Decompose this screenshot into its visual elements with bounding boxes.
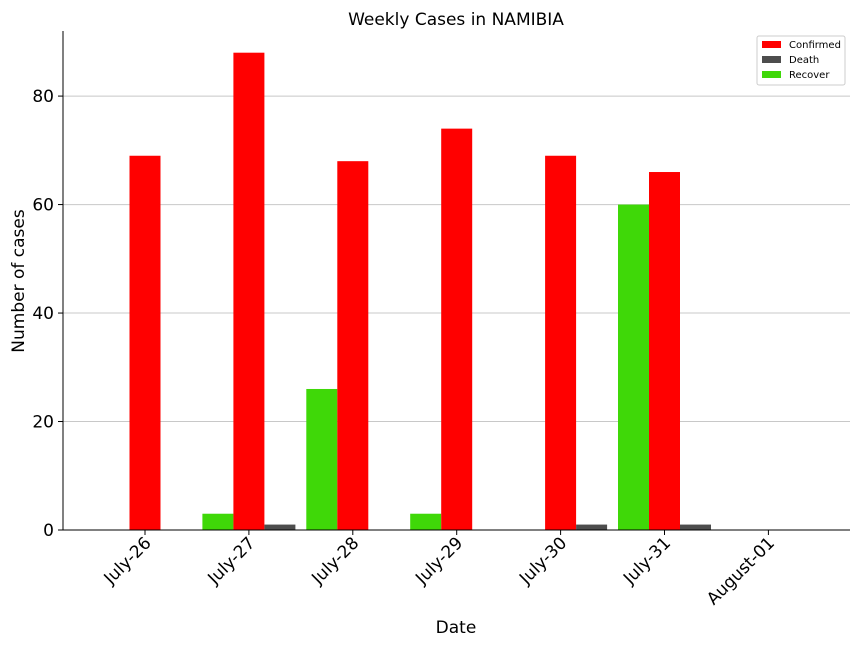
y-tick-label: 80 xyxy=(32,87,54,107)
bar-recover-july-29 xyxy=(410,513,442,530)
y-tick-label: 20 xyxy=(32,413,54,433)
bar-confirmed-july-27 xyxy=(233,52,265,531)
x-tick-label: July-28 xyxy=(307,533,363,589)
y-tick-label: 40 xyxy=(32,304,54,324)
x-axis-label: Date xyxy=(436,618,477,638)
y-tick-label: 0 xyxy=(43,521,54,541)
x-tick-label: July-31 xyxy=(619,533,675,589)
x-tick-label: July-26 xyxy=(100,533,156,589)
bars-group xyxy=(129,52,711,531)
bar-confirmed-july-26 xyxy=(129,155,161,530)
x-tick-label: July-30 xyxy=(515,533,571,589)
bar-confirmed-july-31 xyxy=(649,172,680,531)
x-tick-label: July-27 xyxy=(204,533,260,589)
legend-label-death: Death xyxy=(789,55,819,66)
bar-recover-july-28 xyxy=(306,388,338,530)
bar-death-july-31 xyxy=(680,524,711,530)
bar-recover-july-31 xyxy=(618,204,649,530)
chart-title: Weekly Cases in NAMIBIA xyxy=(348,10,564,30)
y-ticks: 0 20 40 60 80 xyxy=(32,87,63,541)
legend-swatch-death xyxy=(762,56,781,63)
bar-confirmed-july-28 xyxy=(337,161,369,530)
bar-confirmed-july-30 xyxy=(545,155,577,530)
y-axis-label: Number of cases xyxy=(9,209,29,353)
bar-death-july-30 xyxy=(576,524,608,530)
x-tick-label: August-01 xyxy=(703,533,779,609)
bar-recover-july-27 xyxy=(202,513,234,530)
legend-swatch-confirmed xyxy=(762,41,781,48)
x-ticks: July-26 July-27 July-28 July-29 July-30 July-… xyxy=(100,530,779,609)
bar-death-july-27 xyxy=(264,524,296,530)
legend: Confirmed Death Recover xyxy=(756,35,846,86)
x-tick-label: July-29 xyxy=(411,533,467,589)
legend-label-confirmed: Confirmed xyxy=(789,40,841,51)
bar-confirmed-july-29 xyxy=(441,128,473,530)
legend-label-recover: Recover xyxy=(789,70,830,81)
y-tick-label: 60 xyxy=(32,196,54,216)
legend-swatch-recover xyxy=(762,71,781,78)
